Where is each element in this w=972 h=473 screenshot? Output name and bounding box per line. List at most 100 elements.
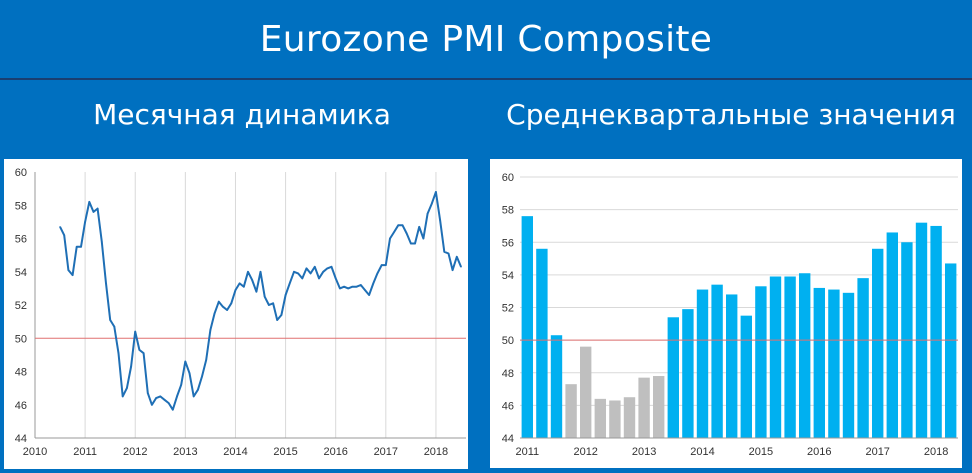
data-point (284, 294, 287, 296)
quarter-bar (565, 384, 577, 438)
data-point (163, 398, 166, 401)
quarter-bar (594, 398, 606, 438)
data-point (351, 285, 354, 288)
data-point (460, 265, 462, 268)
x-tick-label: 2010 (23, 446, 47, 458)
x-tick-label: 2012 (123, 446, 147, 458)
quarter-bar (580, 346, 592, 438)
data-point (426, 212, 429, 215)
data-point (197, 388, 199, 391)
data-point (359, 284, 362, 286)
quarter-bar (726, 294, 738, 438)
quarter-bar (915, 222, 928, 438)
data-point (209, 329, 212, 331)
data-point (151, 403, 153, 406)
x-tick-label: 2013 (173, 446, 197, 458)
data-point (180, 384, 182, 386)
quarter-bar (667, 317, 679, 438)
quarter-bar (842, 292, 855, 438)
quarter-bar (886, 232, 898, 438)
data-point (105, 282, 107, 285)
x-tick-label: 2014 (223, 446, 247, 458)
quarter-bar (682, 309, 694, 438)
data-point (313, 265, 316, 268)
y-tick-label: 44 (502, 433, 514, 445)
y-tick-label: 56 (15, 234, 27, 246)
data-point (443, 251, 446, 253)
data-point (113, 325, 116, 328)
data-point (172, 408, 174, 411)
monthly-chart-panel: 2010 2011 2012 2013 2014 2015 2016 2017 2018 44 46… (4, 159, 468, 469)
data-point (389, 237, 391, 240)
data-point (385, 264, 387, 266)
data-point (71, 274, 74, 276)
data-point (447, 252, 450, 255)
data-point (121, 395, 124, 398)
data-point (247, 270, 249, 273)
y-tick-label: 60 (502, 172, 514, 184)
y-tick-label: 44 (15, 433, 27, 445)
data-point (159, 395, 162, 398)
data-point (88, 201, 91, 203)
quarter-bar (784, 276, 796, 438)
data-point (318, 277, 320, 280)
x-tick-label: 2018 (424, 446, 448, 458)
quarter-bar (623, 397, 636, 438)
quarter-bar (930, 225, 942, 438)
data-point (430, 202, 433, 205)
data-point (226, 309, 228, 311)
quarter-bar (857, 278, 869, 438)
data-point (134, 330, 137, 333)
y-tick-label: 54 (502, 270, 514, 282)
quarter-bar (813, 287, 825, 438)
quarter-bar (872, 248, 884, 438)
data-point (435, 191, 437, 193)
x-tick-label: 2016 (807, 446, 831, 458)
data-point (401, 224, 404, 226)
data-point (343, 285, 345, 288)
data-point (109, 319, 111, 321)
x-tick-label: 2014 (690, 446, 714, 458)
quarter-bar (536, 248, 548, 438)
data-point (405, 232, 408, 235)
x-tick-label: 2017 (865, 446, 889, 458)
data-point (263, 295, 266, 298)
data-point (293, 270, 295, 273)
x-tick-label: 2012 (573, 446, 597, 458)
data-point (130, 365, 132, 368)
quarter-bar (755, 286, 767, 438)
y-tick-label: 46 (15, 400, 27, 412)
data-point (439, 219, 441, 222)
quarter-bar (828, 289, 840, 438)
x-tick-label: 2015 (749, 446, 773, 458)
data-point (192, 395, 195, 398)
main-title: Eurozone PMI Composite (259, 18, 713, 60)
data-point (126, 387, 128, 389)
data-point (259, 270, 262, 273)
data-point (380, 264, 383, 266)
data-point (201, 375, 203, 378)
quarter-bar (945, 263, 957, 438)
quarter-bar (740, 315, 752, 438)
x-tick-label: 2013 (632, 446, 656, 458)
data-point (184, 360, 187, 363)
y-tick-label: 50 (502, 335, 514, 347)
x-tick-label: 2011 (73, 446, 97, 458)
data-point (451, 269, 454, 271)
data-point (414, 242, 416, 245)
x-tick-label: 2016 (323, 446, 347, 458)
data-point (372, 282, 375, 285)
monthly-subtitle: Месячная динамика (93, 98, 391, 131)
data-point (334, 277, 337, 280)
data-point (305, 267, 308, 270)
y-tick-label: 48 (15, 367, 27, 379)
data-point (268, 304, 270, 306)
data-point (326, 267, 329, 270)
data-point (96, 207, 99, 210)
y-tick-label: 50 (15, 333, 27, 345)
quarter-bar (799, 273, 811, 438)
data-point (67, 269, 70, 271)
data-point (243, 285, 245, 288)
x-tick-label: 2018 (924, 446, 948, 458)
data-point (222, 305, 224, 308)
